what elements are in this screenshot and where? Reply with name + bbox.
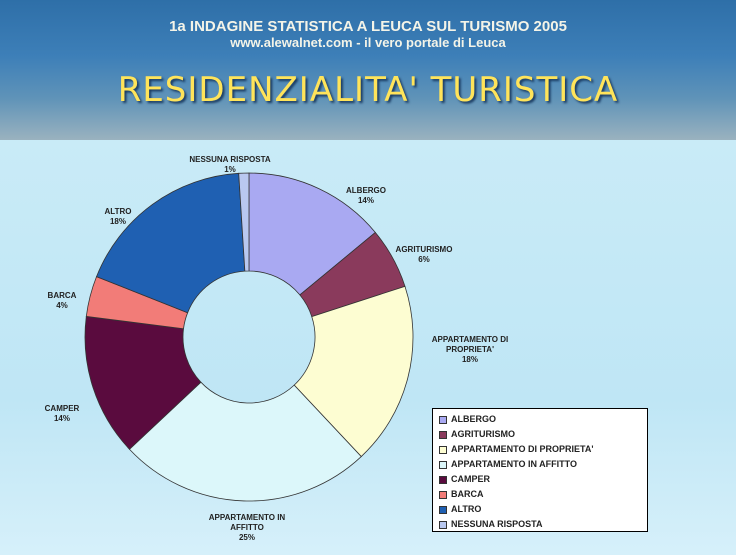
legend-label: NESSUNA RISPOSTA [451, 519, 543, 529]
legend-label: BARCA [451, 489, 484, 499]
data-label-value: 1% [180, 165, 280, 175]
legend-swatch [439, 521, 447, 529]
data-label-name: ALTRO [88, 207, 148, 217]
data-label-value: 18% [88, 217, 148, 227]
legend-label: APPARTAMENTO DI PROPRIETA' [451, 444, 593, 454]
data-label-name: ALBERGO [326, 186, 406, 196]
legend-item: CAMPER [439, 472, 641, 487]
data-label-name: CAMPER [32, 404, 92, 414]
data-label-name: APPARTAMENTO DI PROPRIETA' [420, 335, 520, 355]
legend-label: ALBERGO [451, 414, 496, 424]
data-label-name: APPARTAMENTO IN AFFITTO [192, 513, 302, 533]
legend-label: AGRITURISMO [451, 429, 515, 439]
legend-label: ALTRO [451, 504, 481, 514]
legend-item: APPARTAMENTO DI PROPRIETA' [439, 442, 641, 457]
data-label-name: BARCA [32, 291, 92, 301]
legend-label: CAMPER [451, 474, 490, 484]
data-label-name: AGRITURISMO [384, 245, 464, 255]
legend-swatch [439, 476, 447, 484]
legend-label: APPARTAMENTO IN AFFITTO [451, 459, 577, 469]
legend-item: ALTRO [439, 502, 641, 517]
legend: ALBERGO AGRITURISMO APPARTAMENTO DI PROPRI… [432, 408, 648, 532]
legend-item: BARCA [439, 487, 641, 502]
data-label-value: 6% [384, 255, 464, 265]
legend-item: APPARTAMENTO IN AFFITTO [439, 457, 641, 472]
slide: 1a INDAGINE STATISTICA A LEUCA SUL TURIS… [0, 0, 736, 555]
legend-swatch [439, 416, 447, 424]
data-label: APPARTAMENTO DI PROPRIETA'18% [420, 335, 520, 365]
data-label-value: 25% [192, 533, 302, 543]
data-label-value: 4% [32, 301, 92, 311]
legend-item: ALBERGO [439, 412, 641, 427]
data-label-value: 14% [326, 196, 406, 206]
legend-swatch [439, 446, 447, 454]
legend-item: NESSUNA RISPOSTA [439, 517, 641, 532]
legend-swatch [439, 431, 447, 439]
data-label-name: NESSUNA RISPOSTA [180, 155, 280, 165]
legend-swatch [439, 491, 447, 499]
legend-swatch [439, 506, 447, 514]
legend-swatch [439, 461, 447, 469]
data-label-value: 18% [420, 355, 520, 365]
legend-item: AGRITURISMO [439, 427, 641, 442]
data-label-value: 14% [32, 414, 92, 424]
